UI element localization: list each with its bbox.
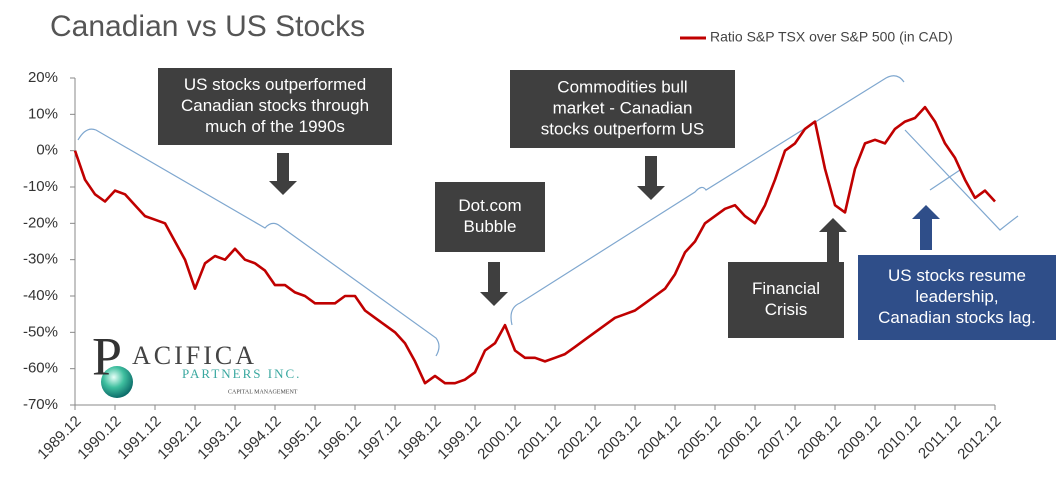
x-tick-label: 2002.12 <box>554 413 604 463</box>
y-tick-label: 20% <box>28 69 58 86</box>
braces <box>77 75 1019 357</box>
x-tick-label: 2012.12 <box>954 413 1004 463</box>
logo: P ACIFICA PARTNERS INC. CAPITAL MANAGEME… <box>92 326 301 398</box>
annotation-text: stocks outperform US <box>541 119 704 138</box>
annotation-text: US stocks resume <box>888 266 1026 285</box>
y-tick-label: -40% <box>23 287 58 304</box>
annotation-text: Canadian stocks lag. <box>878 308 1036 327</box>
annotation-arrow <box>819 218 847 262</box>
annotation-arrow <box>912 205 940 250</box>
x-tick-label: 2007.12 <box>754 413 804 463</box>
x-tick-label: 2009.12 <box>834 413 884 463</box>
x-tick-label: 1989.12 <box>34 413 84 463</box>
y-tick-label: -20% <box>23 214 58 231</box>
x-tick-label: 1997.12 <box>354 413 404 463</box>
chart-title: Canadian vs US Stocks <box>50 10 365 43</box>
annotation-box <box>728 262 844 338</box>
annotation-arrow <box>637 156 665 200</box>
x-tick-label: 1999.12 <box>434 413 484 463</box>
logo-tagline: CAPITAL MANAGEMENT <box>228 389 298 395</box>
x-tick-label: 1993.12 <box>194 413 244 463</box>
annotation-text: much of the 1990s <box>205 117 345 136</box>
legend-label: Ratio S&P TSX over S&P 500 (in CAD) <box>710 29 953 45</box>
annotation-arrow <box>269 153 297 195</box>
x-tick-label: 2003.12 <box>594 413 644 463</box>
x-tick-label: 1996.12 <box>314 413 364 463</box>
logo-partners: PARTNERS INC. <box>182 366 301 381</box>
y-tick-label: -50% <box>23 323 58 340</box>
annotation-box <box>858 255 1056 340</box>
x-tick-label: 2010.12 <box>874 413 924 463</box>
annotation-text: Crisis <box>765 300 808 319</box>
x-tick-label: 2005.12 <box>674 413 724 463</box>
brace <box>904 129 1019 231</box>
y-tick-label: -30% <box>23 251 58 268</box>
x-tick-label: 2001.12 <box>514 413 564 463</box>
x-tick-label: 2008.12 <box>794 413 844 463</box>
annotation-text: US stocks outperformed <box>184 75 366 94</box>
x-tick-label: 1991.12 <box>114 413 164 463</box>
annotation-box <box>435 182 545 252</box>
y-tick-label: 10% <box>28 105 58 122</box>
annotation-arrow <box>480 262 508 306</box>
logo-initial: P <box>92 326 122 386</box>
annotation-text: Financial <box>752 279 820 298</box>
x-tick-label: 1992.12 <box>154 413 204 463</box>
x-tick-label: 2000.12 <box>474 413 524 463</box>
annotation-text: leadership, <box>915 287 998 306</box>
annotation-text: Bubble <box>464 217 517 236</box>
annotation-text: Dot.com <box>458 196 521 215</box>
x-tick-label: 2004.12 <box>634 413 684 463</box>
brace <box>77 128 440 357</box>
logo-ball <box>101 366 133 398</box>
brace <box>510 75 905 326</box>
y-tick-label: -60% <box>23 360 58 377</box>
x-tick-label: 1994.12 <box>234 413 284 463</box>
x-tick-label: 1995.12 <box>274 413 324 463</box>
x-tick-label: 2006.12 <box>714 413 764 463</box>
x-tick-label: 1990.12 <box>74 413 124 463</box>
y-tick-label: -70% <box>23 396 58 413</box>
annotation-text: market - Canadian <box>553 98 693 117</box>
annotation-box <box>158 68 392 145</box>
x-tick-label: 1998.12 <box>394 413 444 463</box>
annotation-text: Canadian stocks through <box>181 96 369 115</box>
y-tick-label: -10% <box>23 178 58 195</box>
series-line <box>73 105 996 385</box>
logo-name: ACIFICA <box>132 341 257 370</box>
y-tick-label: 0% <box>36 142 58 159</box>
annotation-text: Commodities bull <box>557 77 687 96</box>
annotation-box <box>510 70 735 148</box>
